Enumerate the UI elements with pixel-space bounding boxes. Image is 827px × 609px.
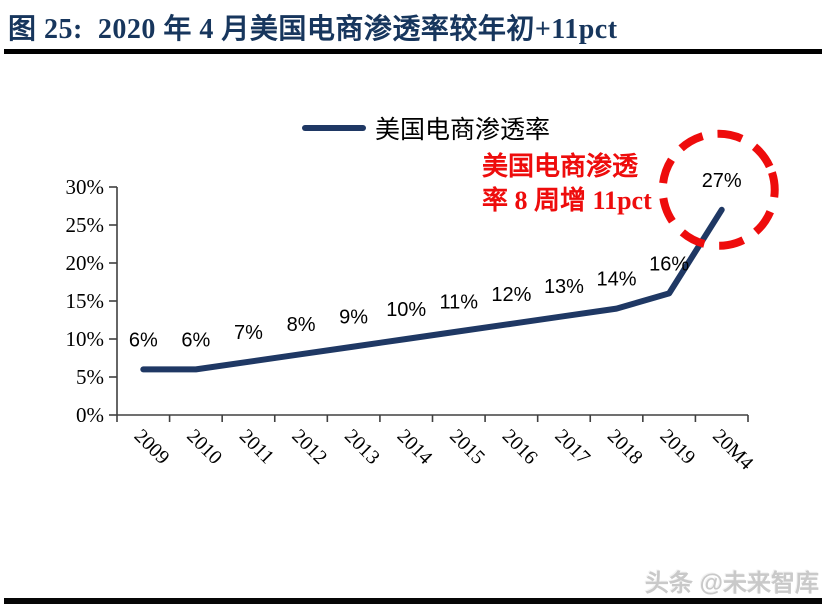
data-label: 16% [649, 253, 689, 275]
legend-line-marker [302, 125, 366, 131]
chart-annotation: 美国电商渗透 率 8 周增 11pct [482, 150, 652, 218]
annotation-line-1: 美国电商渗透 [482, 152, 639, 181]
x-axis-label: 20M4 [708, 425, 757, 474]
figure-title: 图 25: 2020 年 4 月美国电商渗透率较年初+11pct [8, 14, 618, 45]
data-label: 10% [386, 299, 426, 321]
watermark: 头条 @未来智库 [644, 570, 819, 597]
data-label: 7% [234, 322, 263, 344]
x-axis-label: 2011 [235, 425, 278, 468]
y-axis-label: 0% [76, 403, 104, 427]
annotation-line-2: 率 8 周增 11pct [482, 186, 652, 215]
x-axis-label: 2019 [656, 425, 700, 469]
series-line [140, 206, 725, 373]
x-axis-label: 2010 [182, 425, 226, 469]
title-divider [4, 49, 822, 54]
legend-series-label: 美国电商渗透率 [375, 117, 551, 144]
x-axis-label: 2009 [130, 425, 174, 469]
data-label: 27% [702, 170, 742, 192]
data-label: 6% [129, 329, 158, 351]
y-axis-label: 20% [66, 251, 105, 275]
data-label: 11% [440, 291, 479, 313]
x-axis-label: 2015 [445, 425, 489, 469]
data-label: 8% [287, 314, 316, 336]
y-axis-label: 5% [76, 365, 104, 389]
x-axis-label: 2012 [288, 425, 332, 469]
x-axis-label: 2017 [550, 425, 594, 469]
highlight-circle [658, 129, 779, 250]
y-axis-label: 10% [66, 327, 105, 351]
x-axis-label: 2016 [498, 425, 542, 469]
data-label: 14% [597, 269, 637, 291]
data-label: 6% [181, 329, 210, 351]
x-axis-label: 2013 [340, 425, 384, 469]
x-axis-label: 2018 [603, 425, 647, 469]
data-label: 13% [544, 276, 584, 298]
bottom-divider [4, 598, 822, 604]
x-axis-label: 2014 [393, 425, 437, 469]
y-axis-label: 30% [66, 175, 105, 199]
data-label: 9% [339, 307, 368, 329]
y-axis-label: 15% [66, 289, 105, 313]
data-label: 12% [491, 284, 531, 306]
y-axis-label: 25% [66, 213, 105, 237]
chart-legend: 美国电商渗透率 [302, 110, 550, 146]
